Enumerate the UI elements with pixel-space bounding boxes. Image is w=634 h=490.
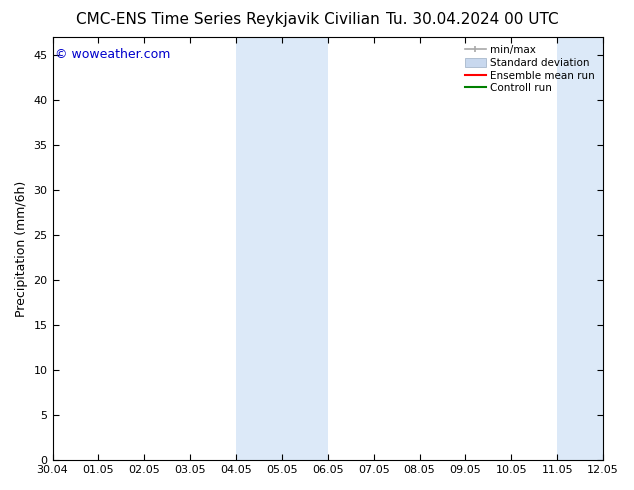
Text: CMC-ENS Time Series Reykjavik Civilian: CMC-ENS Time Series Reykjavik Civilian xyxy=(76,12,380,27)
Legend: min/max, Standard deviation, Ensemble mean run, Controll run: min/max, Standard deviation, Ensemble me… xyxy=(462,42,598,97)
Text: Tu. 30.04.2024 00 UTC: Tu. 30.04.2024 00 UTC xyxy=(386,12,559,27)
Text: © woweather.com: © woweather.com xyxy=(55,48,171,61)
Bar xyxy=(236,37,328,460)
Y-axis label: Precipitation (mm/6h): Precipitation (mm/6h) xyxy=(15,180,28,317)
Bar xyxy=(557,37,603,460)
